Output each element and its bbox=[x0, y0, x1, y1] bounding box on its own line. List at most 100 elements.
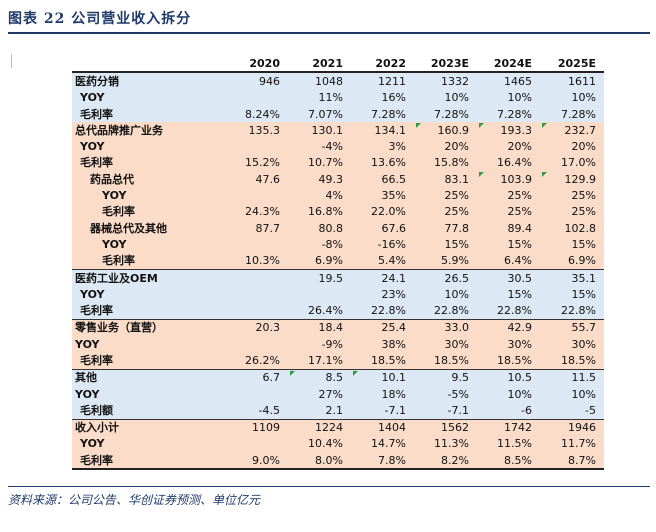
cell-value: -5% bbox=[447, 387, 469, 401]
comment-flag-icon bbox=[479, 172, 484, 178]
table-cell: 87.7 bbox=[227, 219, 288, 237]
table-cell: 47.6 bbox=[227, 171, 288, 188]
table-cell: 7.28% bbox=[414, 105, 477, 123]
cell-value: 25% bbox=[444, 205, 469, 219]
cell-value: 25% bbox=[507, 205, 532, 219]
cell-value: 89.4 bbox=[507, 221, 533, 235]
cell-value: 10.3% bbox=[245, 254, 280, 268]
table-cell: -5% bbox=[414, 385, 477, 403]
cell-value: 6.9% bbox=[315, 254, 343, 268]
cell-value: 30% bbox=[507, 337, 532, 351]
cell-value: 18.5% bbox=[371, 353, 406, 367]
cell-value: 1211 bbox=[378, 74, 406, 88]
table-cell: 25% bbox=[414, 203, 477, 220]
table-cell: 102.8 bbox=[540, 219, 604, 237]
table-cell: 135.3 bbox=[227, 122, 288, 139]
table-cell: 11.5% bbox=[477, 435, 540, 453]
table-cell: 89.4 bbox=[477, 219, 540, 237]
comment-flag-icon bbox=[479, 123, 484, 129]
cell-value: -9% bbox=[321, 337, 343, 351]
cell-value: -4% bbox=[321, 140, 343, 154]
cell-value: 23% bbox=[381, 287, 406, 301]
row-label: 毛利率 bbox=[72, 352, 227, 370]
cell-value: -7.1 bbox=[447, 403, 469, 417]
figure-header: 图表 22 公司营业收入拆分 bbox=[8, 8, 648, 30]
table-cell: 11.5 bbox=[540, 368, 604, 386]
table-cell: -6 bbox=[477, 402, 540, 420]
table-cell: -4% bbox=[288, 138, 351, 155]
table-cell: 20.3 bbox=[227, 318, 288, 337]
table-cell: 1946 bbox=[540, 418, 604, 436]
table-cell: 67.6 bbox=[351, 219, 414, 237]
table-row: 毛利率 9.0% 8.0% 7.8% 8.2% 8.5% 8.7% bbox=[72, 452, 604, 471]
table-cell: 11% bbox=[288, 89, 351, 106]
row-label: 其他 bbox=[72, 368, 227, 386]
cell-value: 193.3 bbox=[500, 123, 533, 137]
row-label: 医药工业及OEM bbox=[72, 268, 227, 287]
table-row: 药品总代 47.6 49.3 66.5 83.1 103.9 129.9 bbox=[72, 171, 604, 188]
table-row: YOY 10.4% 14.7% 11.3% 11.5% 11.7% bbox=[72, 435, 604, 453]
table-cell: 13.6% bbox=[351, 154, 414, 172]
row-label: YOY bbox=[72, 286, 227, 303]
table-cell: 22.8% bbox=[477, 302, 540, 320]
cell-value: 7.28% bbox=[497, 107, 532, 121]
table-cell: 10% bbox=[414, 89, 477, 106]
table-cell: 49.3 bbox=[288, 171, 351, 188]
table-cell: 5.9% bbox=[414, 252, 477, 270]
table-cell: 1332 bbox=[414, 72, 477, 90]
table-cell: 8.2% bbox=[414, 452, 477, 471]
cell-value: 47.6 bbox=[255, 172, 281, 186]
table-cell: 35.1 bbox=[540, 268, 604, 287]
table-row: 毛利率 15.2% 10.7% 13.6% 15.8% 16.4% 17.0% bbox=[72, 154, 604, 172]
table-cell: 7.07% bbox=[288, 105, 351, 123]
table-cell: -7.1 bbox=[351, 402, 414, 420]
table-row: 收入小计 1109 1224 1404 1562 1742 1946 bbox=[72, 418, 604, 436]
comment-flag-icon bbox=[416, 123, 421, 129]
table-cell: 1404 bbox=[351, 418, 414, 436]
table-cell bbox=[227, 268, 288, 287]
table-cell: 35% bbox=[351, 187, 414, 204]
table-cell: 193.3 bbox=[477, 122, 540, 139]
cell-value: 18.5% bbox=[434, 353, 469, 367]
table-cell: 1224 bbox=[288, 418, 351, 436]
table-cell bbox=[227, 435, 288, 453]
cell-value: 22.8% bbox=[371, 304, 406, 318]
cell-value: 77.8 bbox=[444, 221, 470, 235]
cell-value: 55.7 bbox=[571, 321, 597, 335]
table-cell: 17.1% bbox=[288, 352, 351, 370]
cell-value: 18.5% bbox=[497, 353, 532, 367]
footer-divider bbox=[8, 486, 650, 487]
cell-value: 129.9 bbox=[564, 172, 597, 186]
cell-value: 135.3 bbox=[248, 123, 281, 137]
cell-value: 35% bbox=[381, 189, 406, 203]
cell-value: 6.7 bbox=[262, 371, 281, 385]
table-cell: 7.28% bbox=[351, 105, 414, 123]
table-cell: 27% bbox=[288, 385, 351, 403]
cell-value: 1946 bbox=[568, 421, 596, 435]
row-label: 医药分销 bbox=[72, 72, 227, 90]
table-cell: -8% bbox=[288, 236, 351, 253]
cell-value: 10% bbox=[444, 91, 469, 105]
cell-value: -4.5 bbox=[258, 403, 280, 417]
row-label: YOY bbox=[72, 336, 227, 353]
cell-value: 20% bbox=[444, 140, 469, 154]
cell-value: 10.7% bbox=[308, 156, 343, 170]
cell-value: 17.1% bbox=[308, 353, 343, 367]
cell-value: 7.07% bbox=[308, 107, 343, 121]
table-row: 医药分销 946 1048 1211 1332 1465 1611 bbox=[72, 72, 604, 90]
cell-value: 22.8% bbox=[434, 304, 469, 318]
table-cell: 134.1 bbox=[351, 122, 414, 139]
table-cell bbox=[227, 286, 288, 303]
revenue-breakdown-table: 2020 2021 2022 2023E 2024E 2025E 医药分销 946… bbox=[72, 55, 604, 471]
table-cell bbox=[227, 302, 288, 320]
table-cell: 19.5 bbox=[288, 268, 351, 287]
cell-value: 20% bbox=[571, 140, 596, 154]
row-label: 零售业务（直营） bbox=[72, 318, 227, 337]
cell-value: 4% bbox=[325, 189, 343, 203]
cell-value: 10% bbox=[571, 387, 596, 401]
table-cell: 8.24% bbox=[227, 105, 288, 123]
comment-flag-icon bbox=[542, 123, 547, 129]
table-cell: 18.5% bbox=[477, 352, 540, 370]
table-cell: 11.7% bbox=[540, 435, 604, 453]
row-label: 毛利率 bbox=[72, 302, 227, 320]
